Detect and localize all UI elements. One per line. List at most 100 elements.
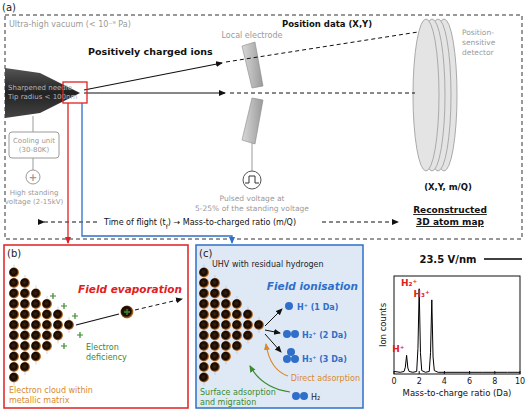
atom [42,331,52,341]
atom [199,268,209,278]
tof-line [44,222,100,223]
ion-path [226,32,418,62]
charge-sign [61,343,67,349]
atom [210,331,220,341]
atom [221,352,231,362]
atom [31,331,41,341]
h-ion [291,330,299,338]
atom [31,352,41,362]
molecule-label: H₂ [311,393,320,402]
surface-label: and migration [200,398,256,407]
detector-plate [413,19,439,171]
atom [210,352,220,362]
cloud-label: metallic matrix [9,396,70,405]
needle [5,68,80,118]
pulse-wave [245,176,259,183]
atom [232,341,242,351]
pulse-symbol [243,171,261,189]
atom [9,320,19,330]
atom [221,310,231,320]
atom [221,289,231,299]
panel-title: Field ionisation [267,280,358,292]
charge-sign [61,303,67,309]
panel-label: (a) [2,2,16,13]
tick-label: 10 [515,377,525,386]
cooling-box [9,132,59,158]
atom [221,331,231,341]
atom [199,289,209,299]
atom [221,320,231,330]
cloud-label: Electron cloud within [9,386,93,395]
atom [42,320,52,330]
detector-data: (X,Y, m/Q) [424,182,472,192]
direct-label: Direct adsorption [291,374,360,383]
charge-sign [50,293,56,299]
evap-path [135,299,182,310]
atom [199,341,209,351]
tof-part: Time of flight (t [103,218,166,227]
voltage-symbol [26,170,40,184]
atom [53,310,63,320]
electrode-label: Local electrode [222,31,283,40]
needle-label: Tip radius < 100nm [7,93,77,101]
peak-label: H₂⁺ [401,278,417,288]
ion [121,306,134,319]
atom [42,299,52,309]
h2-atom [300,392,308,400]
atom [20,320,30,330]
atom [210,278,220,288]
link-b [67,103,68,243]
atom [20,278,30,288]
atom [9,373,19,383]
panel-title: Field evaporation [78,283,182,295]
axis-label: Mass-to-charge ratio (Da) [403,388,512,398]
ion-sign [124,309,130,315]
atom [199,362,209,372]
tick-label: 0 [391,377,396,386]
atom [199,320,209,330]
atom [232,320,242,330]
atom [210,299,220,309]
spectrum-line [394,289,520,373]
ion-label: H₂⁺ (2 Da) [302,331,347,340]
atom [20,331,30,341]
ion-label: H₃⁺ (3 Da) [302,355,347,364]
atom [9,341,19,351]
atom [221,341,231,351]
atom-lattice [199,265,264,386]
tick-label: 4 [442,377,447,386]
panel-b-box [4,245,188,408]
detector-label: Position- [462,28,494,37]
atom [199,352,209,362]
connector [33,116,34,132]
deficiency-label: Electron [86,343,119,352]
tick-label: 8 [492,377,497,386]
evap-path [76,314,119,325]
detector-label: detector [462,48,495,57]
atom [31,310,41,320]
atom [210,362,220,372]
ionise-path [265,330,280,333]
atom [42,310,52,320]
atom [199,331,209,341]
atom [20,310,30,320]
electrode [242,98,263,144]
atom [9,352,19,362]
reconstruction-label: Reconstructed [413,205,487,215]
peak-label: H⁺ [392,344,405,354]
env-label: UHV with residual hydrogen [212,260,324,269]
atom [20,352,30,362]
atom [20,299,30,309]
ions-label: Positively charged ions [88,46,213,57]
panel-label: (b) [7,248,21,259]
electrode [242,42,263,88]
atom [243,331,253,341]
voltage-label: High standing [10,189,59,197]
atom [210,341,220,351]
atom [210,320,220,330]
h-ion [283,330,291,338]
connector [252,143,253,171]
atom-lattice [9,265,74,386]
figure: (a)Ultra-high vacuum (< 10⁻⁹ Pa)Sharpene… [0,0,527,412]
ionise-path [265,309,282,326]
